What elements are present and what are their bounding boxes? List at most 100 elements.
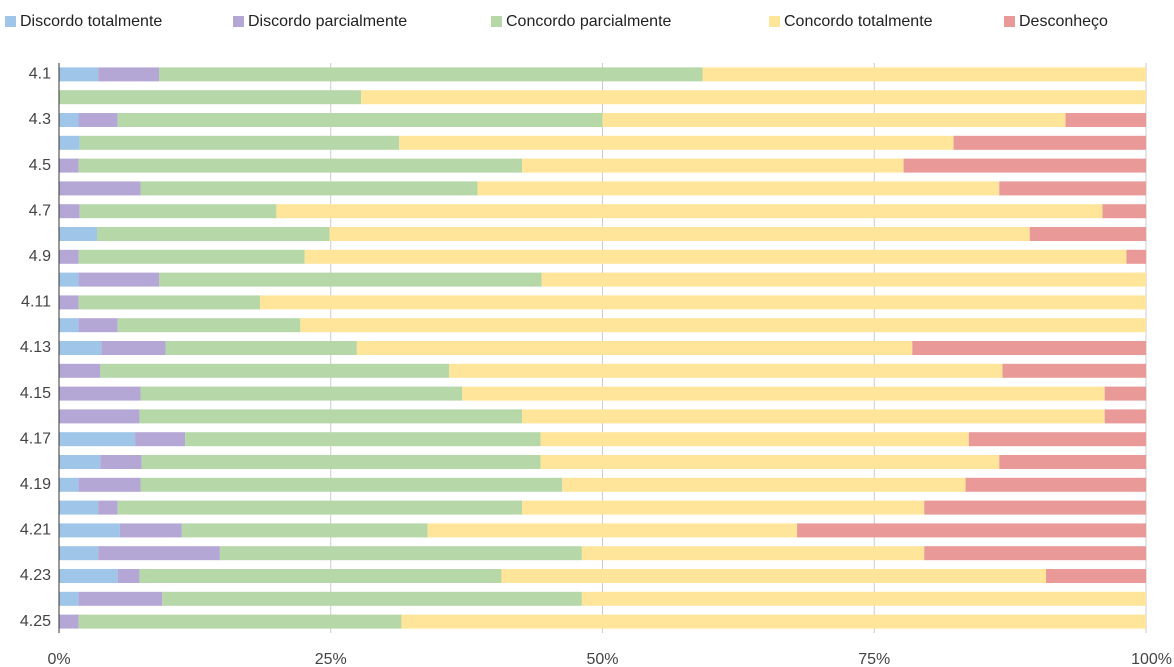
bar-segment bbox=[1045, 569, 1146, 583]
bar-segment bbox=[59, 569, 118, 583]
legend-swatch bbox=[233, 16, 244, 27]
bar-segment bbox=[59, 295, 79, 310]
bar-segment bbox=[1002, 363, 1146, 378]
bar-segment bbox=[101, 341, 166, 355]
bar-segment bbox=[59, 614, 79, 629]
bar-segment bbox=[117, 113, 603, 127]
bar-segment bbox=[59, 455, 101, 469]
x-tick-label: 0% bbox=[47, 651, 70, 667]
bar-segment bbox=[159, 272, 542, 287]
bar-segment bbox=[999, 455, 1146, 469]
y-tick-label: 4.3 bbox=[29, 111, 51, 128]
bar-segment bbox=[59, 477, 79, 492]
bar-segment bbox=[924, 500, 1146, 515]
bar-segment bbox=[59, 432, 136, 447]
bar-segment bbox=[59, 546, 99, 561]
x-tick-label: 50% bbox=[586, 651, 618, 667]
bar-segment bbox=[953, 135, 1146, 150]
bar-segment bbox=[181, 523, 428, 538]
y-tick-label: 4.13 bbox=[20, 339, 51, 356]
bar-segment bbox=[59, 341, 102, 355]
bar-segment bbox=[540, 432, 969, 447]
bar-segment bbox=[139, 409, 523, 424]
bar-segment bbox=[59, 500, 99, 515]
bar-segment bbox=[97, 227, 330, 241]
bar-segment bbox=[139, 569, 502, 583]
bar-segment bbox=[59, 409, 140, 424]
bar-segment bbox=[119, 523, 182, 538]
bar-segment bbox=[141, 455, 541, 469]
bar-segment bbox=[999, 181, 1146, 196]
bar-segment bbox=[59, 523, 120, 538]
bar-segment bbox=[602, 113, 1066, 127]
bar-segment bbox=[276, 204, 1103, 219]
bar-segment bbox=[356, 341, 913, 355]
bar-segment bbox=[1065, 113, 1146, 127]
bar-segment bbox=[79, 204, 277, 219]
bar-segment bbox=[117, 569, 140, 583]
bar-segment bbox=[522, 500, 925, 515]
bar-segment bbox=[427, 523, 798, 538]
bar-segment bbox=[912, 341, 1146, 355]
bar-segment bbox=[300, 318, 1147, 333]
legend-swatch bbox=[5, 16, 16, 27]
y-tick-label: 4.1 bbox=[29, 66, 51, 83]
bar-segment bbox=[159, 67, 703, 82]
y-tick-label: 4.17 bbox=[20, 430, 51, 447]
legend-label: Concordo totalmente bbox=[784, 13, 933, 30]
bar-segment bbox=[100, 363, 450, 378]
y-tick-label: 4.9 bbox=[29, 248, 51, 265]
bar-segment bbox=[581, 591, 1146, 606]
bar-segment bbox=[219, 546, 582, 561]
bar-segment bbox=[361, 90, 1146, 105]
bar-segment bbox=[78, 295, 261, 310]
bar-segment bbox=[59, 386, 141, 401]
bar-segment bbox=[59, 227, 98, 241]
bar-segment bbox=[98, 546, 220, 561]
legend-swatch bbox=[491, 16, 502, 27]
bar-segment bbox=[399, 135, 954, 150]
bar-segment bbox=[59, 363, 101, 378]
legend-swatch bbox=[1004, 16, 1015, 27]
bar-segment bbox=[135, 432, 186, 447]
bar-segment bbox=[540, 455, 1000, 469]
bar-segment bbox=[100, 455, 142, 469]
y-tick-label: 4.25 bbox=[20, 613, 51, 630]
y-tick-label: 4.21 bbox=[20, 522, 51, 539]
bar-segment bbox=[59, 90, 362, 105]
bar-segment bbox=[59, 113, 79, 127]
x-tick-label: 75% bbox=[858, 651, 890, 667]
bar-segment bbox=[59, 318, 79, 333]
bar-segment bbox=[1029, 227, 1146, 241]
bar-segment bbox=[522, 158, 904, 173]
bar-segment bbox=[797, 523, 1146, 538]
bar-segment bbox=[924, 546, 1146, 561]
bar-segment bbox=[78, 477, 141, 492]
bar-segment bbox=[1104, 386, 1146, 401]
bar-segment bbox=[185, 432, 541, 447]
y-tick-label: 4.7 bbox=[29, 202, 51, 219]
bar-segment bbox=[401, 614, 1146, 629]
bar-segment bbox=[581, 546, 925, 561]
bar-segment bbox=[522, 409, 1105, 424]
bar-segment bbox=[117, 500, 523, 515]
bar-segment bbox=[59, 204, 80, 219]
bar-segment bbox=[78, 591, 163, 606]
bar-segment bbox=[59, 135, 80, 150]
y-tick-label: 4.11 bbox=[21, 294, 51, 311]
bar-segment bbox=[98, 67, 160, 82]
bar-segment bbox=[1102, 204, 1146, 219]
bar-segment bbox=[78, 158, 523, 173]
y-tick-label: 4.19 bbox=[20, 476, 51, 493]
bar-segment bbox=[78, 614, 402, 629]
bar-segment bbox=[449, 363, 1003, 378]
bar-segment bbox=[140, 477, 563, 492]
bar-segment bbox=[260, 295, 1147, 310]
bar-segment bbox=[59, 158, 79, 173]
x-tick-label: 25% bbox=[315, 651, 347, 667]
bar-segment bbox=[165, 341, 357, 355]
bar-segment bbox=[1104, 409, 1146, 424]
bar-segment bbox=[162, 591, 582, 606]
bar-segment bbox=[98, 500, 118, 515]
bar-segment bbox=[79, 135, 400, 150]
